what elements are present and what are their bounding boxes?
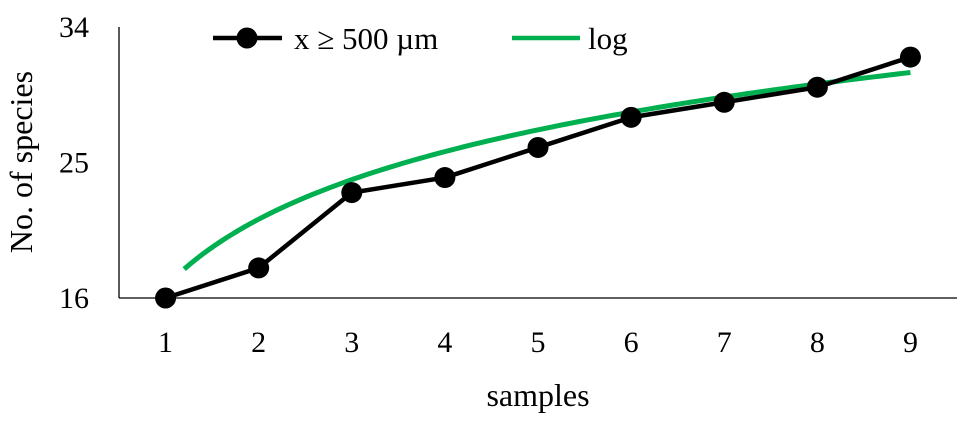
x-axis-title: samples — [486, 377, 589, 413]
x-tick-label: 4 — [437, 326, 452, 359]
x-tick-label: 6 — [624, 326, 639, 359]
legend-swatch-marker-x500 — [236, 27, 258, 49]
data-point — [341, 182, 363, 204]
series-log-fit-line — [182, 70, 911, 271]
data-point — [155, 287, 177, 309]
data-point — [899, 46, 921, 68]
x-tick-label: 8 — [810, 326, 825, 359]
x-tick-label: 1 — [158, 326, 173, 359]
x-tick-label: 5 — [531, 326, 546, 359]
data-point — [527, 136, 549, 158]
x-tick-label: 2 — [251, 326, 266, 359]
data-point — [434, 167, 456, 189]
x-tick-label: 3 — [344, 326, 359, 359]
x-tick-label: 7 — [717, 326, 732, 359]
legend-label-log: log — [588, 21, 628, 56]
data-point — [806, 76, 828, 98]
y-axis-title: No. of species — [3, 71, 39, 253]
y-tick-label: 25 — [59, 147, 89, 180]
x-tick-label: 9 — [903, 326, 918, 359]
y-tick-label: 34 — [59, 11, 89, 44]
legend: x ≥ 500 µm log — [213, 21, 628, 56]
x-tick-labels: 1 2 3 4 5 6 7 8 9 — [158, 326, 918, 359]
series-x500-points — [155, 46, 921, 309]
data-point — [713, 91, 735, 113]
data-point — [620, 106, 642, 128]
data-point — [248, 257, 270, 279]
y-tick-labels: 16 25 34 — [59, 11, 89, 315]
series-x500-line — [164, 54, 912, 301]
legend-label-x500: x ≥ 500 µm — [294, 21, 438, 56]
y-tick-label: 16 — [59, 282, 89, 315]
